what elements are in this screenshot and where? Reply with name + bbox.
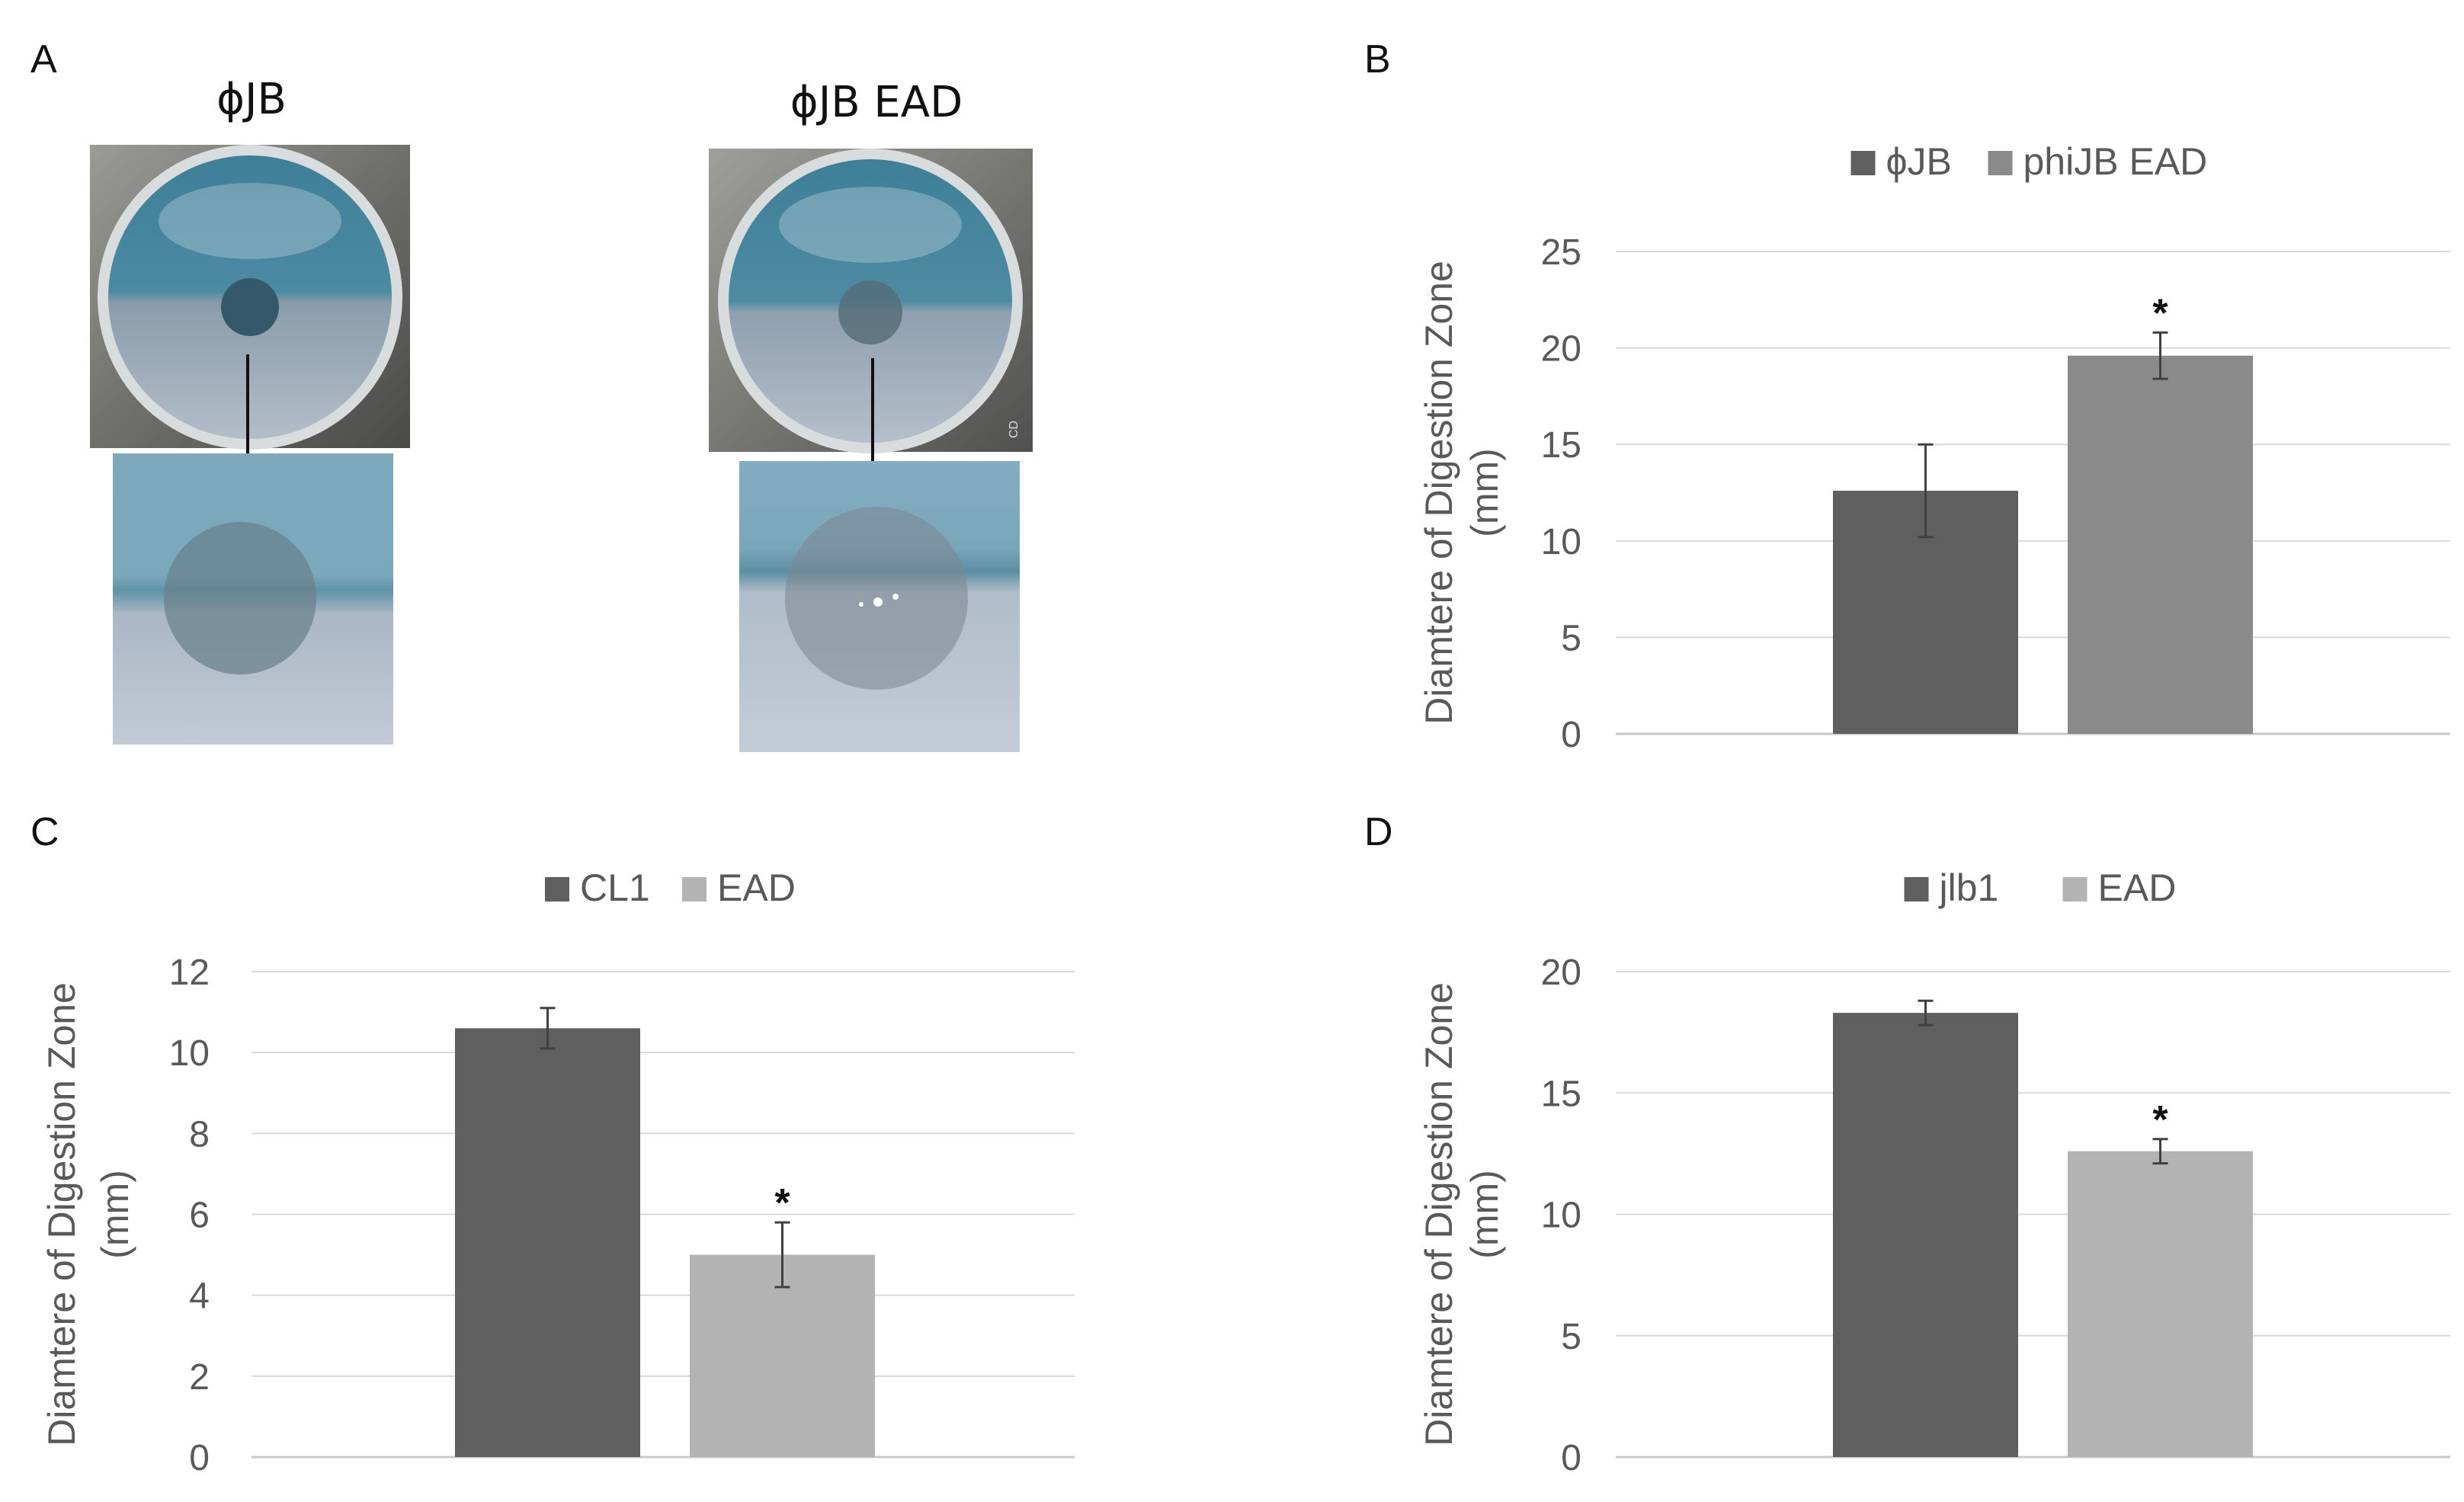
plate-photo-right: CD xyxy=(709,149,1033,752)
legend-label: CL1 xyxy=(580,866,650,909)
y-tick-label: 5 xyxy=(1561,1317,1581,1357)
bar-control xyxy=(455,1028,640,1457)
y-axis-unit: (mm) xyxy=(1463,448,1506,537)
y-tick-label: 8 xyxy=(189,1114,210,1155)
y-tick-label: 20 xyxy=(1541,953,1581,993)
legend-label: EAD xyxy=(717,866,796,909)
panel-label-d: D xyxy=(1364,810,1393,854)
bar-ead xyxy=(690,1254,875,1457)
bar-ead xyxy=(2068,355,2253,734)
legend-label: ϕJB xyxy=(1886,140,1952,183)
y-tick-label: 0 xyxy=(1561,1438,1581,1478)
plate-photo-left xyxy=(90,145,410,745)
y-tick-label: 0 xyxy=(1561,715,1581,755)
panel-label-c: C xyxy=(30,810,59,854)
chart-c: 0 2 4 6 8 10 12 Diamtere of Digestion Zone (mm) *… xyxy=(40,866,1075,1478)
legend-label: phiJB EAD xyxy=(2023,140,2208,183)
y-tick-label: 4 xyxy=(189,1276,210,1317)
y-axis-label: Diamtere of Digestion Zone xyxy=(40,982,83,1446)
y-tick-label: 10 xyxy=(1541,522,1581,562)
y-tick-label: 5 xyxy=(1561,618,1581,658)
chart-b: 0 5 10 15 20 25 Diamtere of Digestion Zone (mm)… xyxy=(1418,140,2450,755)
y-tick-label: 15 xyxy=(1541,425,1581,466)
chart-d: 0 5 10 15 20 Diamtere of Digestion Zone (mm) * j… xyxy=(1418,866,2450,1478)
y-tick-label: 0 xyxy=(189,1438,210,1478)
y-tick-label: 10 xyxy=(169,1033,210,1074)
legend-swatch xyxy=(1850,151,1876,175)
photo-title-left: ϕJB xyxy=(216,75,287,124)
legend-swatch xyxy=(545,877,569,902)
bar-ead xyxy=(2068,1151,2253,1457)
legend-swatch xyxy=(2062,877,2088,902)
significance-marker: * xyxy=(2152,1098,2168,1142)
panel-label-a: A xyxy=(30,37,57,82)
y-tick-label: 15 xyxy=(1541,1074,1581,1114)
legend-label: jlb1 xyxy=(1938,866,1999,909)
significance-marker: * xyxy=(2152,291,2168,335)
photo-title-right: ϕJB EAD xyxy=(790,78,963,127)
y-tick-label: 6 xyxy=(189,1196,210,1236)
y-tick-label: 25 xyxy=(1541,232,1581,273)
y-tick-label: 12 xyxy=(169,953,210,993)
y-tick-label: 2 xyxy=(189,1357,210,1398)
legend-swatch xyxy=(1988,151,2013,175)
y-tick-label: 10 xyxy=(1541,1196,1581,1236)
legend-label: EAD xyxy=(2098,866,2177,909)
y-tick-label: 20 xyxy=(1541,329,1581,370)
significance-marker: * xyxy=(774,1181,790,1225)
bar-control xyxy=(1833,1013,2018,1457)
photo-pair-left xyxy=(88,145,415,747)
legend-swatch xyxy=(1904,877,1929,902)
y-axis-unit: (mm) xyxy=(1463,1170,1506,1259)
legend-swatch xyxy=(682,877,707,902)
y-axis-label: Diamtere of Digestion Zone xyxy=(1418,982,1460,1446)
y-axis-label: Diamtere of Digestion Zone xyxy=(1418,261,1460,725)
photo-watermark: CD xyxy=(1008,421,1021,438)
y-axis-unit: (mm) xyxy=(94,1170,136,1259)
photo-pair-right: CD xyxy=(709,149,1037,754)
panel-label-b: B xyxy=(1364,37,1391,82)
